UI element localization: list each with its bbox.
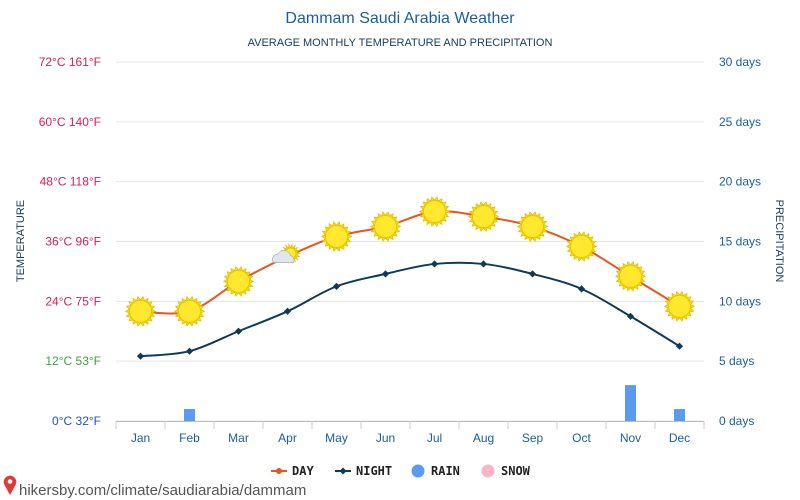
x-tick-label: May [325,431,348,445]
temperature-lines [136,210,684,360]
x-tick-label: Jun [376,431,395,445]
sun-icon-may [320,221,353,252]
night-point-oct [577,285,586,293]
sun-icon-feb [173,295,206,327]
y-tick-label: 0°C 32°F [52,414,101,428]
sun-icon-mar [222,266,255,297]
y2-tick-label: 10 days [719,294,761,308]
chart-subtitle: AVERAGE MONTHLY TEMPERATURE AND PRECIPIT… [248,37,553,49]
chart-title: Dammam Saudi Arabia Weather [285,10,515,27]
x-tick-label: Aug [473,431,494,445]
sun-icon-aug [467,201,500,232]
night-point-mar [234,327,243,335]
sun-icon-sep [516,211,549,242]
rain-bar-feb [184,409,195,421]
rain-bar-nov [625,385,636,421]
y2-axis-title: PRECIPITATION [773,200,785,283]
night-point-dec [675,342,684,350]
y2-tick-label: 20 days [719,175,761,189]
sun-cloud-icon-apr [272,243,302,264]
watermark: hikersby.com/climate/saudiarabia/dammam [3,475,306,499]
legend-snow-marker [481,464,495,478]
legend: DAY NIGHT RAIN SNOW [271,464,531,478]
x-tick-label: Mar [228,431,249,445]
sun-icon-dec [663,290,696,322]
grid-lines [115,61,705,429]
watermark-url: hikersby.com/climate/saudiarabia/dammam [19,482,306,499]
x-tick-label: Oct [572,431,591,445]
night-point-apr [283,307,292,315]
rain-bar-dec [674,409,685,421]
x-tick-label: Jan [131,431,150,445]
night-point-jan [136,352,145,360]
sun-icon-jul [418,196,451,227]
night-point-nov [626,312,635,320]
legend-day-marker [276,468,282,474]
night-point-jun [381,270,390,278]
night-point-sep [528,270,537,278]
sun-icon-jan [124,295,157,327]
axis-ticks: 72°C 161°F 60°C 140°F 48°C 118°F 36°C 96°F 2… [39,55,761,445]
legend-rain-label: RAIN [431,464,460,478]
x-tick-label: Jul [427,431,442,445]
night-point-feb [185,347,194,355]
legend-snow-label: SNOW [501,464,531,478]
sun-icon-oct [565,231,598,262]
precipitation-bars [184,385,685,421]
x-tick-label: Apr [278,431,297,445]
pin-icon [3,475,17,495]
x-tick-label: Feb [179,431,200,445]
y2-tick-label: 15 days [719,235,761,249]
y2-tick-label: 25 days [719,115,761,129]
legend-day-label: DAY [292,464,314,478]
x-tick-label: Nov [620,431,641,445]
y-tick-label: 48°C 118°F [40,175,101,189]
y2-tick-label: 30 days [719,55,761,69]
y-tick-label: 24°C 75°F [45,294,101,308]
x-tick-label: Sep [522,431,544,445]
legend-night-marker [339,467,347,475]
y2-tick-label: 5 days [719,354,754,368]
sun-icon-jun [369,211,402,242]
y2-tick-label: 0 days [719,414,754,428]
x-tick-label: Dec [669,431,690,445]
y-axis-title: TEMPERATURE [15,200,27,282]
weather-icons [124,196,696,327]
night-line [140,261,681,358]
y-tick-label: 12°C 53°F [45,354,101,368]
y-tick-label: 60°C 140°F [39,115,101,129]
night-point-jul [430,260,439,268]
y-tick-label: 36°C 96°F [45,235,101,249]
legend-night-label: NIGHT [356,464,392,478]
legend-rain-marker [411,464,425,478]
night-point-may [332,282,341,290]
sun-icon-nov [614,261,647,292]
night-point-aug [479,260,488,268]
y-tick-label: 72°C 161°F [39,55,101,69]
